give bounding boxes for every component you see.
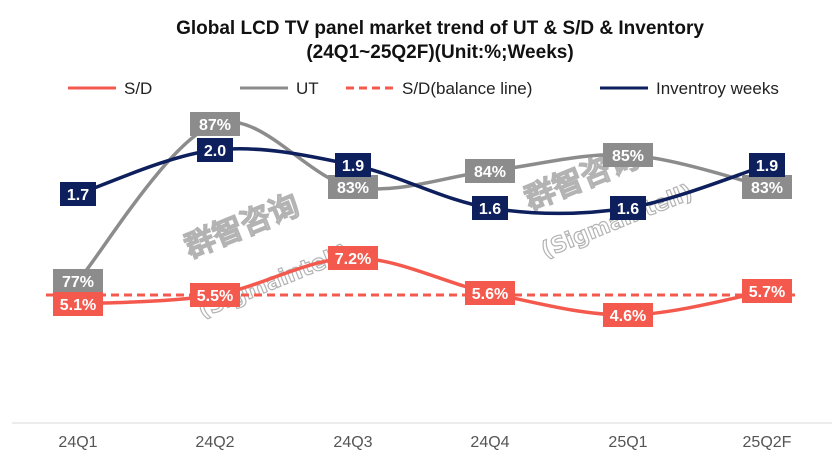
data-label-1-0: 77% — [53, 269, 103, 293]
legend-label-1: UT — [296, 79, 319, 98]
series-line-0 — [76, 256, 769, 317]
x-tick-label: 24Q1 — [58, 434, 97, 451]
data-label-text: 1.6 — [479, 201, 501, 218]
data-label-box — [465, 159, 515, 183]
data-label-0-3: 5.6% — [465, 281, 515, 305]
data-label-1-5: 83% — [742, 175, 792, 199]
data-label-0-4: 4.6% — [603, 303, 653, 327]
data-label-text: 83% — [337, 180, 369, 197]
x-tick-label: 24Q2 — [195, 434, 234, 451]
x-tick-label: 25Q2F — [743, 434, 792, 451]
x-tick-label: 24Q3 — [333, 434, 372, 451]
data-label-1-3: 84% — [465, 159, 515, 183]
data-label-box — [335, 153, 371, 177]
data-label-3-3: 1.6 — [472, 196, 508, 220]
data-label-0-0: 5.1% — [53, 292, 103, 316]
data-label-text: 77% — [62, 274, 94, 291]
legend-label-2: S/D(balance line) — [402, 79, 532, 98]
watermark-cn-1: 群智咨询 — [180, 188, 304, 265]
data-label-0-2: 7.2% — [328, 246, 378, 270]
data-label-text: 5.1% — [60, 297, 96, 314]
data-label-text: 2.0 — [204, 143, 226, 160]
data-label-box — [190, 112, 240, 136]
data-label-1-4: 85% — [603, 143, 653, 167]
data-label-box — [197, 138, 233, 162]
legend-label-0: S/D — [124, 79, 152, 98]
data-label-box — [328, 175, 378, 199]
data-label-3-2: 1.9 — [335, 153, 371, 177]
data-label-box — [328, 246, 378, 270]
data-label-box — [53, 292, 103, 316]
chart-title: Global LCD TV panel market trend of UT &… — [176, 18, 704, 39]
data-label-box — [472, 196, 508, 220]
data-label-3-4: 1.6 — [610, 196, 646, 220]
x-tick-label: 25Q1 — [608, 434, 647, 451]
data-label-text: 4.6% — [610, 308, 646, 325]
data-label-box — [742, 175, 792, 199]
data-label-text: 1.7 — [67, 187, 89, 204]
data-label-0-1: 5.5% — [190, 283, 240, 307]
data-label-box — [60, 182, 96, 206]
series-line-3 — [76, 147, 769, 216]
data-label-text: 1.9 — [342, 158, 364, 175]
x-axis-ticks: 24Q1 24Q2 24Q3 24Q4 25Q1 25Q2F — [58, 434, 791, 451]
data-label-text: 85% — [612, 148, 644, 165]
data-label-box — [742, 279, 792, 303]
data-label-1-1: 87% — [190, 112, 240, 136]
data-label-box — [603, 303, 653, 327]
data-label-3-0: 1.7 — [60, 182, 96, 206]
x-tick-label: 24Q4 — [470, 434, 509, 451]
chart-subtitle: (24Q1~25Q2F)(Unit:%;Weeks) — [306, 42, 573, 63]
data-label-box — [190, 283, 240, 307]
data-label-text: 7.2% — [335, 251, 371, 268]
legend: S/D UT S/D(balance line) Inventroy weeks — [68, 79, 779, 98]
legend-label-3: Inventroy weeks — [656, 79, 779, 98]
data-label-text: 5.5% — [197, 288, 233, 305]
data-label-text: 84% — [474, 164, 506, 181]
data-label-box — [53, 269, 103, 293]
data-label-text: 1.9 — [756, 158, 778, 175]
plot-area: 77% 87% 83% 84% 85% 83% 1.7 2.0 1.9 1.6 1.6 1.9 5.1%… — [46, 112, 795, 327]
data-label-3-1: 2.0 — [197, 138, 233, 162]
data-label-0-5: 5.7% — [742, 279, 792, 303]
data-label-text: 5.7% — [749, 284, 785, 301]
data-label-text: 83% — [751, 180, 783, 197]
data-label-box — [603, 143, 653, 167]
data-label-box — [610, 196, 646, 220]
data-label-1-2: 83% — [328, 175, 378, 199]
data-label-text: 1.6 — [617, 201, 639, 218]
data-label-box — [749, 153, 785, 177]
data-label-box — [465, 281, 515, 305]
data-label-3-5: 1.9 — [749, 153, 785, 177]
data-label-text: 87% — [199, 117, 231, 134]
data-label-text: 5.6% — [472, 286, 508, 303]
